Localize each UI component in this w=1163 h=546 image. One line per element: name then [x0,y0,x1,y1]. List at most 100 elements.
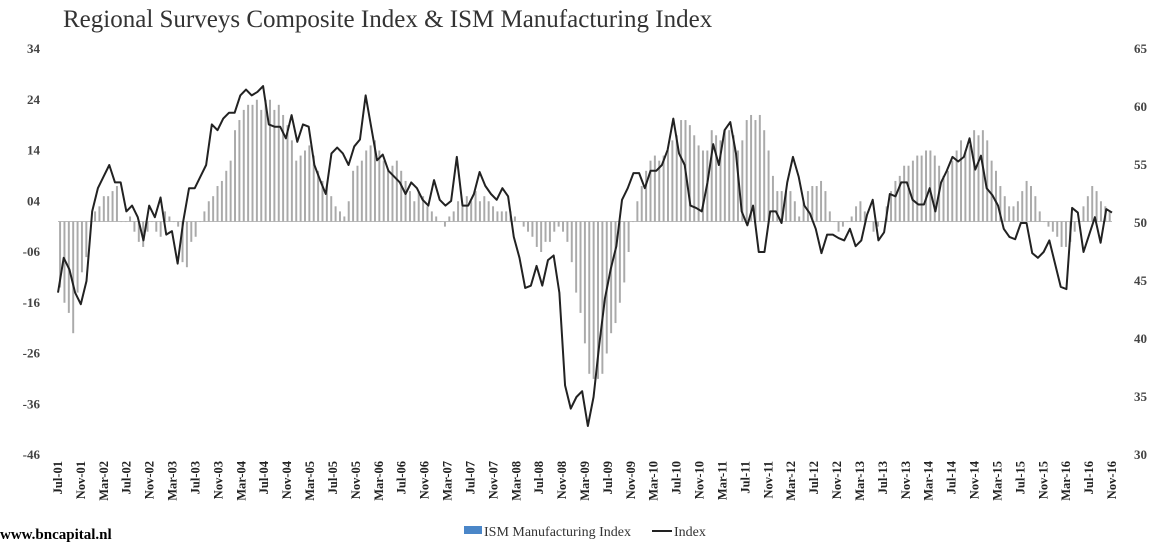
x-tick-label: Mar-16 [1059,461,1073,501]
ism-bar [225,170,228,222]
footer-website: www.bncapital.nl [0,527,112,543]
ism-bar [872,221,875,232]
ism-bar [750,114,753,222]
ism-bar [863,211,866,222]
ism-bar [483,196,486,222]
ism-bar [632,221,634,223]
ism-bar [693,135,696,222]
ism-bar [745,120,748,222]
x-tick-label: Mar-14 [922,460,936,501]
ism-bar [155,221,158,232]
ism-bar [72,221,75,334]
ism-bar [391,165,394,222]
ism-bar [531,221,534,237]
index-line [57,85,1113,427]
ism-bar [575,221,578,293]
ism-bar [185,221,188,268]
ism-bar [518,221,521,223]
ism-bar [347,201,350,222]
ism-bar [352,170,355,222]
x-tick-label: Jul-15 [1013,461,1027,494]
ism-bar [662,155,665,222]
x-tick-label: Nov-10 [693,461,707,499]
ism-bar [846,221,849,223]
ism-bar [570,221,573,263]
ism-bar [806,191,809,222]
ism-bar [1099,201,1102,222]
ism-bar [124,221,127,223]
ism-bar [1038,211,1041,222]
ism-bar [1043,221,1046,223]
ism-bar [273,109,276,222]
x-tick-label: Jul-12 [807,461,821,494]
ism-bar [973,130,976,222]
x-tick-label: Nov-07 [486,461,500,499]
ism-bar [789,191,792,222]
ism-bar [627,221,630,252]
legend-swatch-ism [464,526,482,534]
right-axis: 65 60 55 50 45 40 35 30 [1134,41,1148,462]
x-tick-label: Mar-05 [303,461,317,501]
x-tick-label: Mar-03 [166,461,180,501]
ism-bar [59,221,62,288]
ism-bar [120,221,123,223]
ism-bar [785,191,788,222]
ism-bar [1086,196,1089,222]
ism-bar [478,201,481,222]
ism-bar [1003,196,1006,222]
ism-bar [767,150,770,222]
ism-bar [295,160,298,222]
ism-bar [242,109,245,222]
ism-bar [649,160,652,222]
ism-bar [142,221,145,247]
ism-bar [544,221,547,242]
ism-bar [299,155,302,222]
ism-bar [640,186,643,222]
ism-bar [820,180,823,222]
ism-bar [688,125,691,222]
x-tick-label: Jul-14 [945,460,959,494]
ism-bar [277,104,280,222]
ism-bar [465,196,468,222]
x-tick-label: Nov-15 [1036,461,1050,499]
ism-bar [557,221,560,227]
ism-bar [470,201,473,222]
ism-bar [247,104,250,222]
ism-bar [771,175,774,222]
ism-bar [417,191,420,222]
ism-bar [199,221,202,223]
ism-bar [159,221,162,237]
ism-bar [1016,201,1019,222]
x-tick-label: Nov-11 [761,461,775,499]
ism-bar [527,221,530,232]
ism-bar [177,221,180,227]
ism-bar [1012,206,1015,222]
ism-bar [251,104,254,222]
left-tick-label: -16 [23,295,41,310]
ism-bar [618,221,621,303]
x-tick-label: Jul-11 [738,461,752,494]
ism-bar [815,186,818,222]
ism-bar [929,150,932,222]
ism-bar [798,216,801,222]
ism-bar [373,140,376,222]
x-tick-label: Jul-02 [120,461,134,494]
right-tick-label: 35 [1134,389,1148,404]
ism-bar [325,186,328,222]
ism-bar [579,221,582,313]
ism-bar [728,130,731,222]
ism-bar [1051,221,1054,232]
x-tick-label: Mar-04 [234,460,248,501]
ism-bar [439,221,442,223]
ism-bar [916,155,919,222]
ism-bar [776,191,779,222]
ism-bar [758,114,761,222]
ism-bar [304,150,306,222]
left-tick-label: -26 [23,346,41,361]
ism-bar [365,150,368,222]
ism-bar [426,206,429,222]
x-tick-label: Jul-03 [188,461,202,494]
x-tick-label: Jul-08 [532,461,546,494]
ism-bar [260,109,263,222]
ism-bar [833,221,836,223]
